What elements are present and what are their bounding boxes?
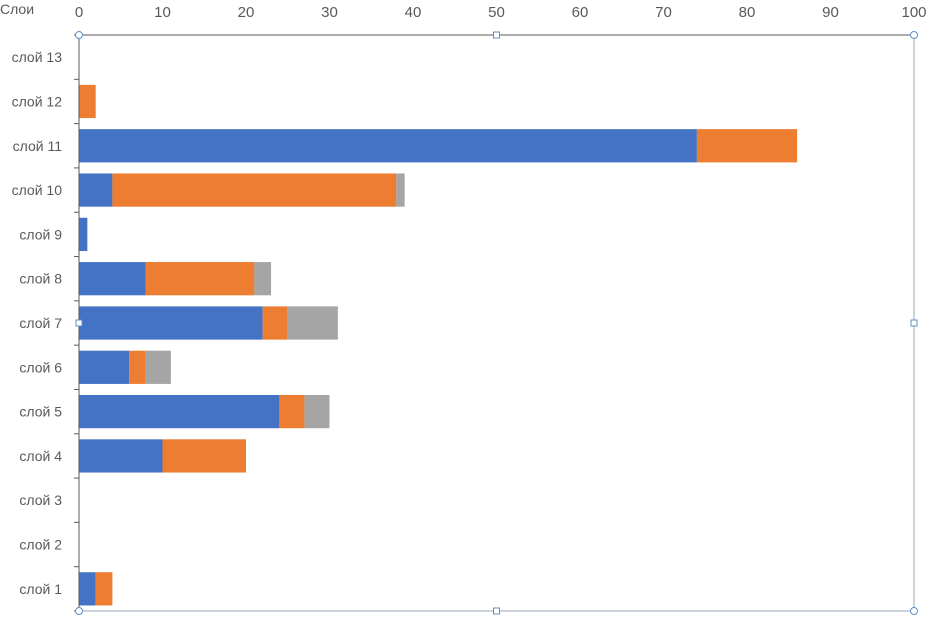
category-label: слой 7 [19,315,62,331]
bar-segment-series-3 [304,395,330,429]
category-label: слой 4 [19,448,62,464]
bar-segment-series-1 [79,395,280,429]
x-tick-label-50: 50 [488,4,505,21]
bar-segment-series-1 [79,129,697,163]
category-label: слой 9 [19,226,62,242]
bar-segment-series-3 [287,306,338,340]
handle-middle-left[interactable] [75,319,83,327]
x-tick-label-20: 20 [238,4,255,21]
bar-segment-series-2 [262,306,288,340]
bars-layer [79,84,798,606]
x-tick-label-40: 40 [405,4,422,21]
handle-bottom-right[interactable] [910,607,918,615]
bar-segment-series-3 [145,350,171,384]
category-label: слой 12 [12,93,63,109]
category-label: слой 8 [19,271,62,287]
category-label: слой 6 [19,359,62,375]
bar-segment-series-2 [145,262,255,296]
y-axis-title: Слои [0,1,34,17]
bar-segment-series-2 [112,173,397,207]
x-tick-label-0: 0 [75,4,83,21]
bar-segment-series-1 [79,306,263,340]
x-tick-labels: 0 10 20 30 40 50 60 70 80 90 100 [75,4,927,21]
bar-segment-series-1 [79,439,163,473]
bar-segment-series-2 [279,395,305,429]
selection-handles[interactable] [75,31,918,615]
bar-segment-series-1 [79,572,96,606]
handle-top-left[interactable] [75,31,83,39]
category-label: слой 11 [13,138,63,154]
category-label: слой 3 [19,492,62,508]
category-label: слой 10 [12,182,63,198]
bar-segment-series-3 [396,173,405,207]
bar-segment-series-1 [79,350,130,384]
bar-segment-series-2 [79,84,96,119]
x-tick-label-90: 90 [822,4,839,21]
y-tick-marks [74,34,79,612]
x-tick-label-30: 30 [321,4,338,21]
category-label: слой 1 [19,581,62,597]
bar-segment-series-2 [162,439,246,473]
bar-segment-series-1 [79,262,146,296]
x-tick-label-60: 60 [572,4,589,21]
x-tick-label-100: 100 [901,4,926,21]
x-tick-label-10: 10 [154,4,171,21]
bar-segment-series-1 [79,173,113,207]
x-tick-label-70: 70 [655,4,672,21]
bar-segment-series-2 [696,129,798,163]
category-label: слой 2 [19,537,62,553]
bar-segment-series-2 [129,350,146,384]
category-label: слой 13 [12,49,63,65]
handle-bottom-left[interactable] [75,607,83,615]
handle-bottom-middle[interactable] [493,607,500,615]
category-labels: слой 1 слой 2 слой 3 слой 4 слой 5 слой 6 слой… [12,49,63,597]
handle-top-middle[interactable] [493,31,500,39]
handle-top-right[interactable] [910,31,918,39]
bar-segment-series-3 [254,262,272,296]
bar-segment-series-1 [79,217,88,251]
bar-segment-series-2 [95,572,113,606]
handle-middle-right[interactable] [910,319,918,327]
x-tick-label-80: 80 [739,4,756,21]
category-label: слой 5 [19,404,62,420]
